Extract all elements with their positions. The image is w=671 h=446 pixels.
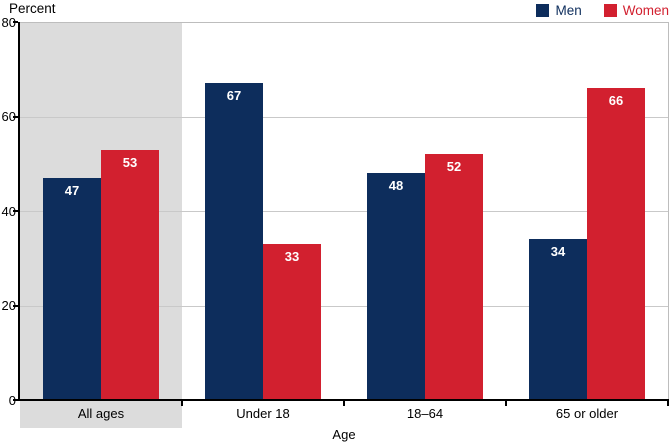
bar-men-65-or-older: 34 [529, 239, 587, 400]
legend-item-men: Men [536, 3, 582, 18]
bar-men-18-64: 48 [367, 173, 425, 400]
category-label-65-or-older: 65 or older [555, 406, 619, 421]
bar-value-label: 66 [608, 93, 624, 108]
category-label-18-64: 18–64 [406, 406, 444, 421]
plot-right-border [668, 22, 669, 400]
women-swatch [603, 4, 617, 17]
y-tick-20 [13, 305, 18, 307]
plot-top-border [19, 22, 669, 23]
y-tick-60 [13, 116, 18, 118]
x-tick-4 [667, 401, 669, 406]
gridline-20 [20, 306, 668, 307]
y-tick-label-20: 20 [1, 298, 16, 313]
bar-value-label: 67 [226, 88, 242, 103]
legend-item-women: Women [603, 3, 669, 18]
category-label-under-18: Under 18 [236, 406, 290, 421]
y-tick-label-0: 0 [8, 393, 16, 408]
plot-area: 47 53 67 33 48 52 34 66 [20, 22, 668, 428]
y-tick-label-40: 40 [1, 204, 16, 219]
legend-label-women: Women [622, 3, 669, 18]
y-axis-unit-label: Percent [9, 1, 56, 16]
bar-value-label: 48 [388, 178, 404, 193]
bar-men-all-ages: 47 [43, 178, 101, 400]
y-tick-label-80: 80 [1, 15, 16, 30]
bar-value-label: 34 [550, 244, 566, 259]
y-tick-80 [13, 21, 18, 23]
y-tick-0 [13, 399, 18, 401]
y-tick-label-60: 60 [1, 109, 16, 124]
gridline-40 [20, 211, 668, 212]
bar-men-under-18: 67 [205, 83, 263, 400]
x-tick-2 [343, 401, 345, 406]
bar-value-label: 47 [64, 183, 80, 198]
bar-value-label: 53 [122, 155, 138, 170]
men-swatch [536, 4, 550, 17]
gridline-60 [20, 117, 668, 118]
bar-value-label: 52 [446, 159, 462, 174]
bar-women-18-64: 52 [425, 154, 483, 400]
bar-women-all-ages: 53 [101, 150, 159, 400]
y-tick-40 [13, 210, 18, 212]
x-tick-1 [181, 401, 183, 406]
bar-women-65-or-older: 66 [587, 88, 645, 400]
y-axis [18, 22, 20, 401]
x-tick-3 [505, 401, 507, 406]
x-axis-title: Age [332, 427, 356, 442]
category-label-all-ages: All ages [77, 406, 125, 421]
x-axis [17, 399, 669, 401]
bar-value-label: 33 [284, 249, 300, 264]
legend-label-men: Men [555, 3, 582, 18]
legend: Men Women [536, 3, 669, 18]
bar-women-under-18: 33 [263, 244, 321, 400]
